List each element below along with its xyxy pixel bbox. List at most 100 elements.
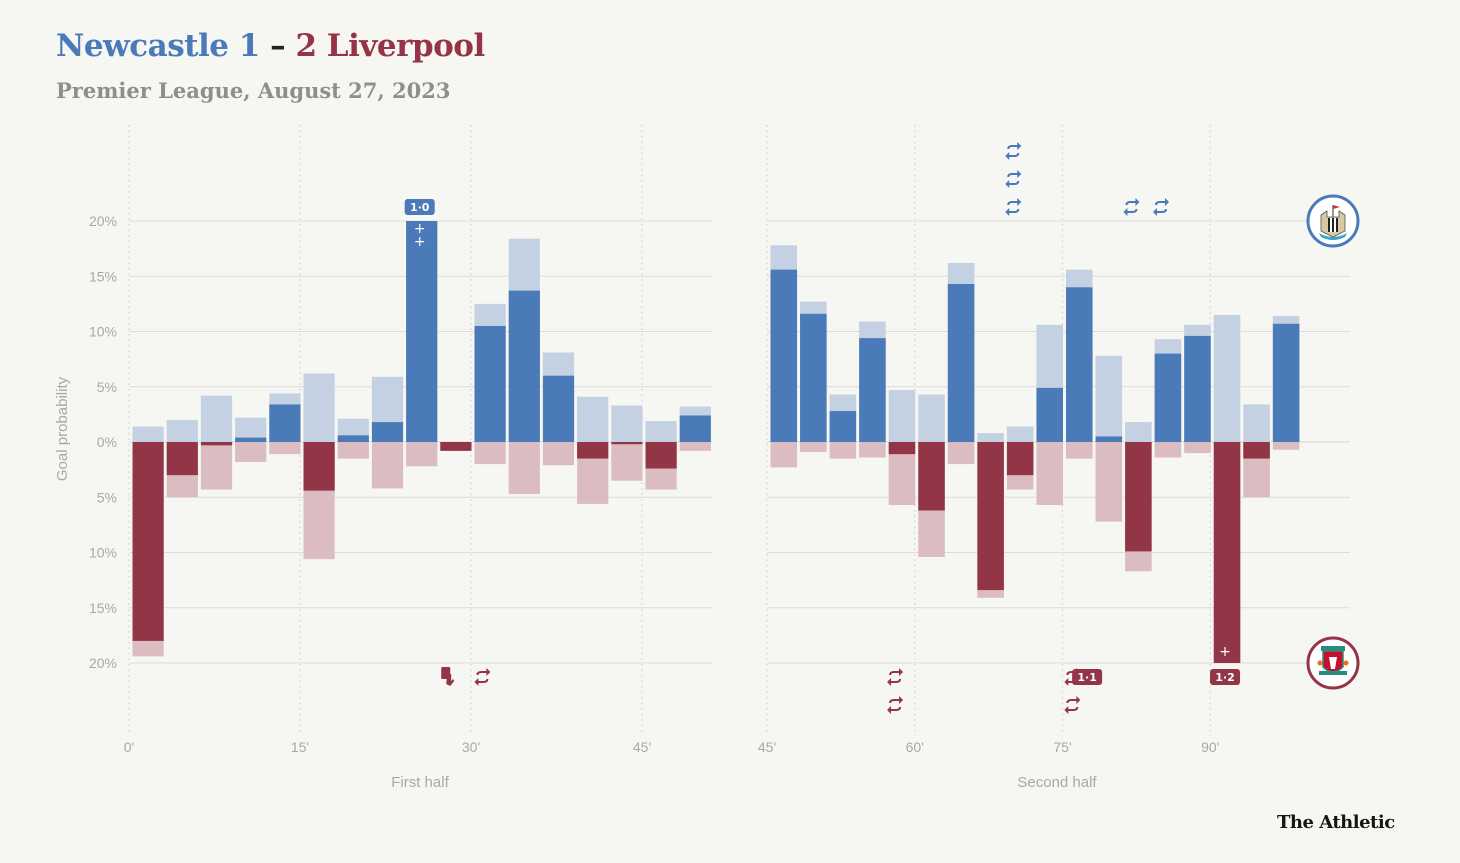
liverpool-actual-bar (577, 442, 609, 459)
liverpool-potential-bar (337, 442, 369, 459)
away-team-score: 2 Liverpool (295, 28, 485, 64)
newcastle-actual-bar (1154, 353, 1182, 442)
liverpool-potential-bar (1154, 442, 1182, 458)
sub-arrow-out (1005, 152, 1020, 160)
score-badge-text: 1·2 (1215, 671, 1235, 684)
x-tick-label: 75' (1053, 739, 1071, 755)
liverpool-potential-bar (235, 442, 267, 462)
y-tick-label: 10% (89, 545, 117, 561)
sub-arrow-out (887, 706, 902, 714)
substitution-icon (1005, 198, 1022, 216)
newcastle-actual-bar (800, 313, 827, 442)
x-tick-label: 30' (462, 739, 480, 755)
newcastle-actual-bar (508, 290, 540, 442)
sub-arrow-out (1064, 678, 1079, 686)
x-tick-label: 45' (633, 739, 651, 755)
liverpool-potential-bar (474, 442, 506, 465)
chart-subtitle: Premier League, August 27, 2023 (56, 78, 451, 103)
newcastle-actual-bar (371, 422, 404, 442)
newcastle-potential-bar (132, 426, 164, 442)
goal-marker-icon: + (414, 221, 426, 237)
y-tick-label: 10% (89, 324, 117, 340)
x-tick-label: 0' (124, 739, 134, 755)
newcastle-potential-bar (1125, 422, 1152, 442)
newcastle-potential-bar (918, 394, 945, 442)
liverpool-potential-bar (947, 442, 975, 465)
newcastle-potential-bar (888, 390, 916, 442)
sub-arrow-in (1155, 198, 1169, 206)
liverpool-potential-bar (1184, 442, 1211, 454)
x-tick-label: 15' (291, 739, 309, 755)
liverpool-potential-bar (406, 442, 438, 467)
sub-arrow-in (889, 696, 904, 704)
newcastle-potential-bar (977, 433, 1004, 442)
newcastle-potential-bar (1095, 355, 1123, 442)
liverpool-potential-bar (542, 442, 575, 466)
substitution-icon (1005, 142, 1022, 160)
newcastle-potential-bar (1243, 404, 1270, 442)
substitution-icon (887, 696, 904, 714)
newcastle-actual-bar (1095, 436, 1123, 442)
liverpool-potential-bar (800, 442, 827, 452)
liverpool-potential-bar (269, 442, 301, 455)
sub-arrow-out (1123, 208, 1138, 216)
home-team-score: Newcastle 1 (56, 28, 260, 64)
newcastle-actual-bar (1066, 287, 1093, 442)
x-tick-label: 90' (1201, 739, 1219, 755)
newcastle-potential-bar (645, 421, 677, 442)
substitution-icon (1064, 696, 1081, 714)
y-tick-label: 0% (97, 434, 117, 450)
newcastle-potential-bar (1213, 314, 1241, 442)
liverpool-actual-bar (977, 442, 1004, 591)
liverpool-actual-bar (1213, 442, 1241, 663)
y-tick-label: 5% (97, 489, 117, 505)
newcastle-actual-bar (337, 435, 369, 442)
liverpool-actual-bar (918, 442, 945, 511)
liverpool-actual-bar (303, 442, 335, 491)
newcastle-actual-bar (406, 221, 438, 442)
liverpool-potential-bar (1095, 442, 1123, 522)
red-card-icon (441, 667, 455, 686)
x-axis-title-second-half: Second half (1017, 774, 1097, 791)
sub-arrow-in (476, 668, 491, 676)
sub-arrow-in (1066, 696, 1081, 704)
newcastle-actual-bar (235, 437, 267, 442)
liverpool-actual-bar (166, 442, 198, 476)
sub-arrow-out (1005, 180, 1020, 188)
liverpool-actual-bar (200, 442, 233, 446)
sub-arrow-out (887, 678, 902, 686)
sub-arrow-out (1153, 208, 1167, 216)
y-axis-title: Goal probability (54, 376, 71, 481)
score-badge-bg (1072, 669, 1103, 685)
sub-arrow-in (889, 668, 904, 676)
x-tick-label: 45' (758, 739, 776, 755)
newcastle-potential-bar (611, 405, 643, 442)
the-athletic-logo: The Athletic (1277, 812, 1395, 833)
liverpool-potential-bar (1036, 442, 1063, 505)
newcastle-actual-bar (1272, 323, 1300, 442)
liverpool-actual-bar (1125, 442, 1152, 552)
sub-arrow-in (1125, 198, 1140, 206)
newcastle-actual-bar (1036, 387, 1063, 442)
newcastle-actual-bar (542, 375, 575, 442)
score-badge-text: 1·0 (410, 201, 430, 214)
sub-arrow-in (1007, 170, 1022, 178)
newcastle-crest-icon (1306, 194, 1360, 248)
newcastle-potential-bar (577, 396, 609, 442)
newcastle-actual-bar (829, 411, 857, 442)
goal-score-badge: 1·0 ++ (404, 199, 435, 250)
newcastle-potential-bar (303, 373, 335, 442)
y-tick-label: 5% (97, 379, 117, 395)
liverpool-actual-bar (611, 442, 643, 445)
hand-shape (446, 674, 455, 686)
y-tick-label: 15% (89, 600, 117, 616)
substitution-icon (1123, 198, 1140, 216)
liverpool-potential-bar (679, 442, 711, 451)
substitution-icon (1005, 170, 1022, 188)
goal-marker-icon: + (1219, 644, 1231, 660)
goal-score-badge: 1·2 + (1210, 644, 1241, 685)
goal-score-badge: 1·1 (1072, 669, 1103, 685)
sub-arrow-out (474, 678, 489, 686)
x-axis-title-first-half: First half (391, 774, 449, 791)
newcastle-potential-bar (1006, 426, 1034, 442)
